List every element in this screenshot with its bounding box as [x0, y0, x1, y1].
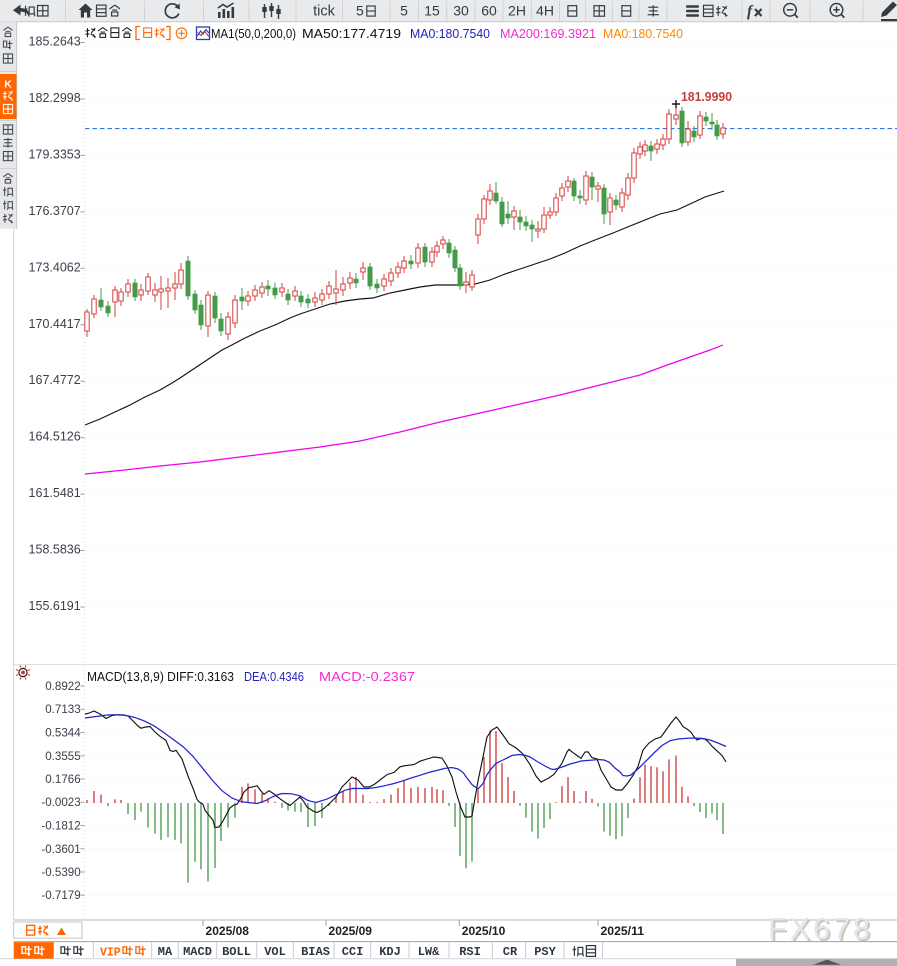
svg-text:FX678: FX678 [770, 914, 875, 948]
svg-text:0.8922: 0.8922 [45, 680, 80, 693]
svg-text:-0.3601: -0.3601 [41, 843, 80, 856]
svg-text:0.5344: 0.5344 [45, 727, 81, 740]
svg-text:5: 5 [356, 3, 364, 19]
svg-text:185.2643: 185.2643 [29, 35, 81, 49]
svg-text:155.6191: 155.6191 [29, 599, 81, 613]
svg-text:MACD: MACD [183, 945, 212, 959]
svg-text:2025/08: 2025/08 [206, 924, 250, 938]
svg-text:CR: CR [503, 945, 518, 959]
svg-text:MA200:169.3921: MA200:169.3921 [500, 27, 596, 41]
svg-text:MA0:180.7540: MA0:180.7540 [410, 27, 490, 41]
svg-text:182.2998: 182.2998 [29, 91, 81, 105]
svg-text:2H: 2H [508, 3, 526, 19]
svg-text:-0.5390: -0.5390 [41, 866, 80, 879]
svg-text:BIAS: BIAS [301, 945, 330, 959]
svg-text:f: f [747, 3, 754, 20]
svg-text:BOLL: BOLL [222, 945, 251, 959]
svg-text:MA50:177.4719: MA50:177.4719 [302, 27, 401, 41]
svg-text:VOL: VOL [264, 945, 286, 959]
svg-text:170.4417: 170.4417 [29, 317, 81, 331]
svg-text:DEA:0.4346: DEA:0.4346 [244, 669, 304, 684]
svg-text:MA0:180.7540: MA0:180.7540 [603, 27, 683, 41]
svg-text:60: 60 [481, 3, 497, 19]
svg-text:164.5126: 164.5126 [29, 430, 81, 444]
svg-text:5: 5 [400, 3, 408, 19]
svg-text:179.3353: 179.3353 [29, 147, 81, 161]
svg-text:CCI: CCI [342, 945, 364, 959]
svg-text:30: 30 [453, 3, 469, 19]
svg-text:K: K [4, 79, 12, 91]
svg-text:181.9990: 181.9990 [681, 89, 732, 104]
svg-text:2025/11: 2025/11 [601, 924, 645, 938]
svg-text:tick: tick [313, 4, 336, 20]
svg-text:0.1766: 0.1766 [45, 773, 80, 786]
svg-text:176.3707: 176.3707 [29, 204, 81, 218]
svg-text:2025/10: 2025/10 [462, 924, 506, 938]
svg-text:-0.1812: -0.1812 [41, 820, 80, 833]
svg-text:MACD(13,8,9) DIFF:0.3163: MACD(13,8,9) DIFF:0.3163 [87, 669, 234, 684]
svg-text:0.7133: 0.7133 [45, 703, 80, 716]
svg-text:-0.0023: -0.0023 [41, 796, 80, 809]
svg-text:KDJ: KDJ [379, 945, 401, 959]
svg-text:VIP: VIP [100, 947, 121, 960]
svg-text:2025/09: 2025/09 [329, 924, 373, 938]
svg-text:158.5836: 158.5836 [29, 543, 81, 557]
svg-text:LW&: LW& [418, 945, 440, 959]
svg-text:-0.7179: -0.7179 [41, 889, 80, 902]
svg-text:173.4062: 173.4062 [29, 260, 81, 274]
svg-text:4H: 4H [536, 3, 554, 19]
svg-text:MA: MA [158, 945, 173, 959]
svg-text:15: 15 [424, 3, 440, 19]
svg-text:167.4772: 167.4772 [29, 373, 81, 387]
svg-text:PSY: PSY [534, 945, 556, 959]
svg-text:FX678: FX678 [768, 912, 873, 946]
svg-text:0.3555: 0.3555 [45, 750, 80, 763]
svg-text:RSI: RSI [459, 945, 481, 959]
svg-text:MA1(50,0,200,0): MA1(50,0,200,0) [211, 27, 296, 41]
svg-text:161.5481: 161.5481 [29, 486, 81, 500]
svg-text:MACD:-0.2367: MACD:-0.2367 [319, 669, 415, 684]
